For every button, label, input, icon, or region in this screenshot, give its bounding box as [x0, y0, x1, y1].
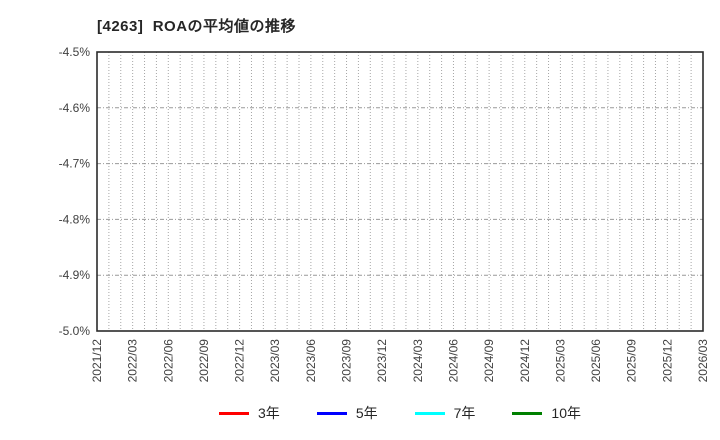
x-tick-label: 2023/03 — [268, 339, 282, 383]
x-tick-label: 2026/03 — [696, 339, 710, 383]
x-tick-label: 2025/12 — [660, 339, 674, 383]
x-tick-label: 2023/09 — [340, 339, 354, 383]
x-tick-label: 2021/12 — [90, 339, 104, 383]
legend-item-3: 10年 — [512, 406, 581, 420]
x-tick-label: 2023/12 — [375, 339, 389, 383]
x-tick-label: 2022/03 — [126, 339, 140, 383]
x-tick-label: 2023/06 — [304, 339, 318, 383]
plot-border — [96, 51, 704, 332]
x-tick-label: 2024/12 — [518, 339, 532, 383]
legend-item-2: 7年 — [414, 405, 476, 421]
y-tick-label: -4.5% — [59, 45, 91, 59]
x-tick-label: 2024/09 — [482, 339, 496, 383]
x-tick-label: 2025/03 — [553, 339, 567, 383]
legend-item-label: 5年 — [355, 405, 378, 421]
legend-item-label: 3年 — [258, 405, 280, 421]
legend-item-0: 3年 — [219, 406, 280, 420]
x-tick-label: 2025/06 — [589, 339, 603, 383]
legend-item-label: 10年 — [551, 405, 581, 421]
y-tick-label: -4.8% — [59, 212, 91, 226]
y-tick-label: -4.9% — [59, 268, 91, 282]
legend-item-label: 7年 — [453, 405, 476, 421]
x-tick-label: 2024/03 — [411, 339, 425, 383]
x-tick-label: 2022/06 — [161, 339, 175, 383]
x-tick-label: 2022/12 — [233, 339, 247, 383]
x-tick-label: 2022/09 — [197, 339, 211, 383]
y-tick-label: -4.6% — [59, 101, 91, 115]
legend-item-1: 5年 — [316, 405, 378, 421]
chart-title: [4263] ROAの平均値の推移 — [97, 18, 297, 35]
x-tick-label: 2024/06 — [446, 339, 460, 383]
legend-swatch-icon — [414, 411, 445, 415]
legend-swatch-icon — [219, 411, 250, 415]
y-tick-label: -4.7% — [59, 157, 91, 171]
legend-swatch-icon — [316, 411, 347, 415]
legend: 3年 5年 7年 10年 — [97, 402, 703, 424]
y-tick-label: -5.0% — [59, 324, 91, 338]
legend-swatch-icon — [512, 411, 543, 415]
x-tick-label: 2025/09 — [625, 339, 639, 383]
